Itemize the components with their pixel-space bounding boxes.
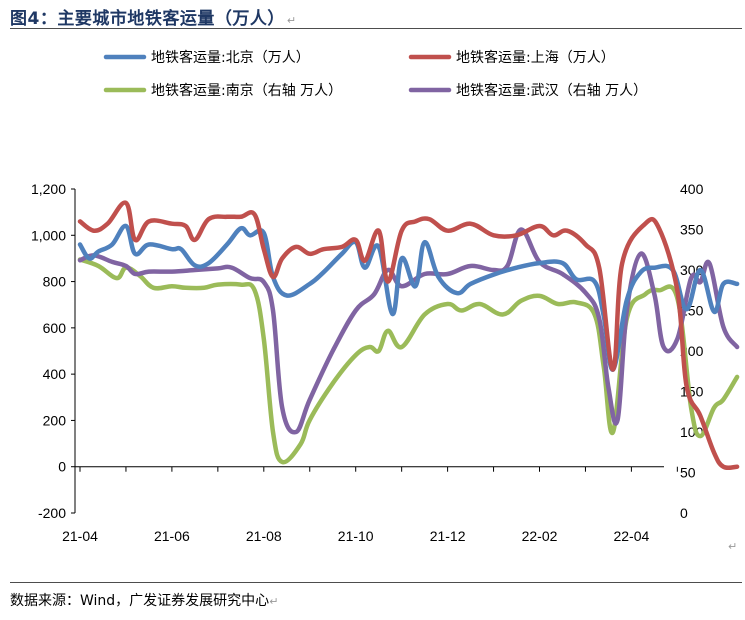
x-axis-tick-label: 21-10 [338,528,374,544]
figure-title: 图4：主要城市地铁客运量（万人） ↵ [10,4,297,29]
x-axis-tick-label: 21-08 [246,528,282,544]
paragraph-mark-icon: ↵ [728,540,738,553]
bottom-rule [10,582,742,583]
legend-label-3: 地铁客运量:武汉（右轴 万人） [456,82,647,99]
series-line-0 [77,223,740,372]
legend-label-1: 地铁客运量:上海（万人） [456,49,615,66]
axes: -20002004006008001,0001,2000501001502002… [31,181,704,544]
right-axis-tick-label: 50 [680,465,696,481]
legend-label-2: 地铁客运量:南京（右轴 万人） [151,82,342,99]
plot-area [77,200,740,471]
left-axis-tick-label: 1,200 [31,181,66,197]
left-axis-tick-label: 200 [43,412,67,428]
left-axis-tick-label: 0 [58,459,66,475]
left-axis-tick-label: 800 [43,274,67,290]
top-rule [10,28,742,29]
x-axis-tick-label: 22-04 [613,528,649,544]
series-line-1 [77,200,740,471]
left-axis-tick-label: 600 [43,320,67,336]
source-note: 数据来源：Wind，广发证券发展研究中心↵ [10,590,278,610]
legend: 地铁客运量:北京（万人） 地铁客运量:上海（万人） 地铁客运量:南京（右轴 万人） 地… [103,49,647,99]
x-axis-tick-label: 22-02 [522,528,558,544]
source-text: 数据来源：Wind，广发证券发展研究中心 [10,593,270,609]
right-axis-tick-label: 0 [680,505,688,521]
series-line-3 [77,227,740,435]
paragraph-mark-icon: ↵ [269,595,279,608]
left-axis-tick-label: 1,000 [31,227,66,243]
paragraph-mark-icon: ↵ [286,14,297,27]
x-axis-tick-label: 21-06 [154,528,190,544]
x-axis-tick-label: 21-04 [62,528,98,544]
chart: 地铁客运量:北京（万人） 地铁客运量:上海（万人） 地铁客运量:南京（右轴 万人） 地… [31,49,740,544]
right-axis-tick-label: 350 [680,222,704,238]
left-axis-tick-label: 400 [43,366,67,382]
series-line-2 [77,257,740,465]
left-axis-tick-label: -200 [38,505,66,521]
x-axis-tick-label: 21-12 [430,528,466,544]
right-axis-tick-label: 400 [680,181,704,197]
figure-title-text: 图4：主要城市地铁客运量（万人） [10,9,285,29]
legend-label-0: 地铁客运量:北京（万人） [151,49,310,66]
